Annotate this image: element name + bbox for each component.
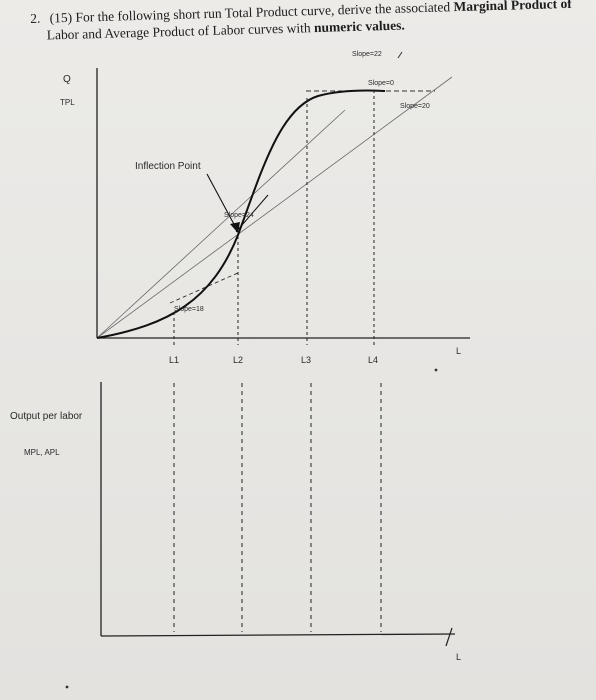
slope-label-lower: Slope=18 [174,306,204,313]
stray-dot [434,368,438,372]
ray-line-slope-20 [96,76,453,339]
ray-line-slope-22 [96,109,346,339]
tick-l3: L3 [301,355,312,365]
inflection-tangent [235,194,269,233]
bottom-x-axis-end-mark [445,627,453,647]
inflection-arrow-line [206,173,237,229]
total-product-curve [96,89,386,339]
inflection-point-label: Inflection Point [135,161,201,172]
tick-l4: L4 [368,355,379,365]
output-per-labor-label: Output per labor [10,411,83,422]
y-label-q: Q [63,74,71,85]
bottom-x-axis [100,633,456,637]
slope-label-inflection: Slope=24 [224,212,254,219]
tick-l1: L1 [169,355,180,365]
pen-mark [397,51,403,59]
mpl-apl-label: MPL, APL [24,448,60,457]
stray-dot [65,685,69,689]
y-label-tp: TPL [60,98,75,107]
slope-label-top: Slope=22 [352,51,382,58]
slope-label-flat: Slope=0 [368,80,394,87]
slope-label-ray: Slope=20 [400,103,430,110]
tick-l2: L2 [233,355,244,365]
bottom-x-label: L [456,652,462,662]
top-x-label: L [456,346,462,356]
